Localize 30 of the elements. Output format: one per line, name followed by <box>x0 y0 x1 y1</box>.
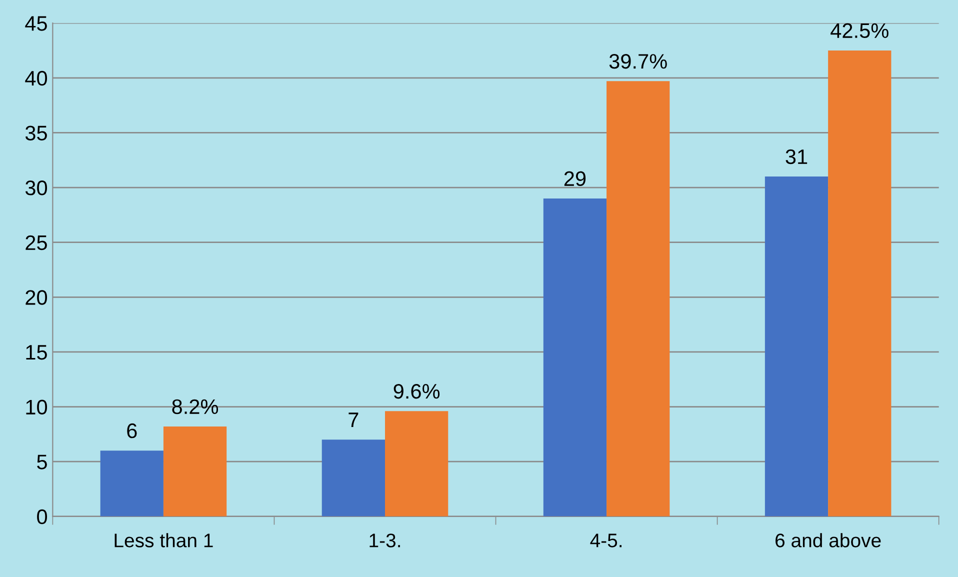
y-tick-label: 30 <box>25 180 48 196</box>
data-label: 9.6% <box>394 384 440 399</box>
bar <box>384 411 448 516</box>
bar <box>100 450 164 516</box>
y-tick-label: 15 <box>26 345 47 360</box>
bar <box>543 198 607 516</box>
x-tick-label: 4-5. <box>590 534 622 548</box>
y-tick-label: 20 <box>26 290 48 305</box>
y-tick-label: 35 <box>25 126 47 140</box>
x-tick-label: 1-3. <box>370 534 400 548</box>
x-tick-label: 6 and above <box>776 533 881 548</box>
bar <box>163 426 227 516</box>
bar <box>606 81 670 516</box>
bar <box>828 50 892 516</box>
data-label: 6 <box>127 423 137 438</box>
data-label: 7 <box>348 412 358 428</box>
data-label: 31 <box>786 149 808 164</box>
y-tick-label: 5 <box>37 454 47 470</box>
y-tick-label: 40 <box>25 70 48 86</box>
y-tick-label: 0 <box>37 509 48 524</box>
data-label: 42.5% <box>830 23 888 38</box>
data-label: 8.2% <box>172 399 218 414</box>
y-tick-label: 10 <box>26 400 48 415</box>
y-tick-label: 25 <box>26 235 47 250</box>
y-tick-label: 45 <box>25 16 47 31</box>
bar <box>764 176 828 516</box>
data-label: 29 <box>564 171 586 186</box>
data-label: 39.7% <box>609 54 667 69</box>
bar <box>322 440 385 516</box>
x-tick-label: Less than 1 <box>114 533 213 548</box>
